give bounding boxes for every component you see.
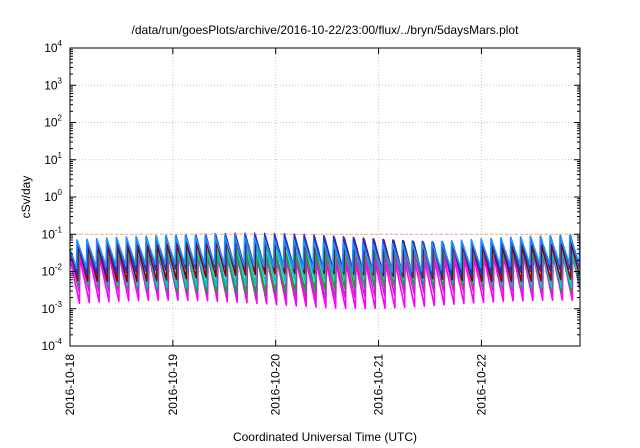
- y-tick-label: 101: [44, 151, 62, 167]
- x-tick-label: 2016-10-22: [474, 354, 488, 416]
- x-tick-label: 2016-10-21: [372, 354, 386, 416]
- x-tick-label: 2016-10-20: [269, 354, 283, 416]
- x-axis: 2016-10-18 2016-10-19 2016-10-20 2016-10-21…: [63, 48, 488, 415]
- y-tick-label: 10-3: [42, 300, 63, 316]
- x-tick-label: 2016-10-18: [63, 354, 77, 416]
- y-axis: 10-4 10-3 10-2 10-1 100 101 102 103 104: [42, 39, 580, 353]
- y-tick-label: 10-4: [42, 337, 63, 353]
- y-tick-label: 100: [44, 188, 62, 204]
- y-axis-label: cSv/day: [19, 176, 33, 219]
- series-line: [69, 254, 581, 310]
- chart-series: [69, 232, 581, 310]
- chart-title: /data/run/goesPlots/archive/2016-10-22/2…: [132, 23, 520, 37]
- y-tick-label: 103: [44, 76, 62, 92]
- y-tick-label: 10-1: [42, 225, 63, 241]
- series-line: [69, 234, 581, 274]
- y-tick-label: 10-2: [42, 263, 63, 279]
- x-tick-label: 2016-10-19: [166, 354, 180, 416]
- x-axis-label: Coordinated Universal Time (UTC): [233, 430, 417, 444]
- y-tick-label: 104: [44, 39, 62, 55]
- y-tick-label: 102: [44, 114, 62, 130]
